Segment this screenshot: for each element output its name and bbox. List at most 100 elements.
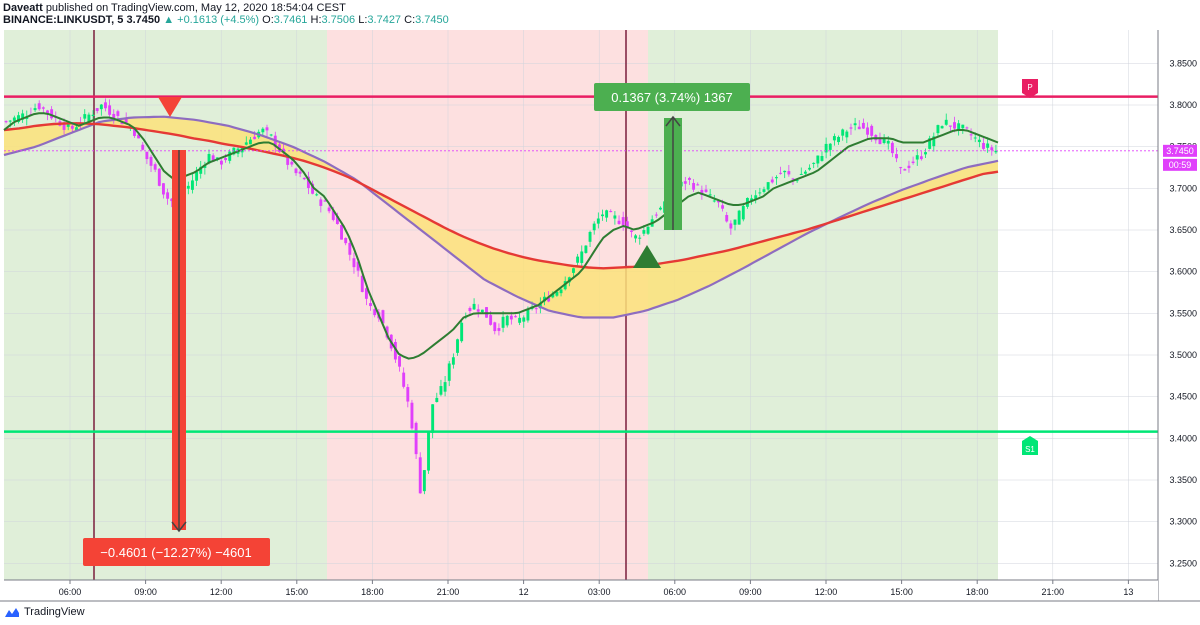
candle-body xyxy=(820,156,824,161)
candle-body xyxy=(634,235,638,239)
candle-body xyxy=(741,206,745,220)
candle-body xyxy=(4,121,8,123)
candle-body xyxy=(890,142,894,154)
pivot-label: P xyxy=(1027,83,1032,92)
price-axis[interactable] xyxy=(1158,30,1200,580)
change-value: +0.1613 (+4.5%) xyxy=(177,14,260,26)
candle-body xyxy=(758,192,762,194)
candle-body xyxy=(936,125,940,134)
candle-body xyxy=(861,122,865,129)
close-value: 3.7450 xyxy=(415,14,449,26)
candle-body xyxy=(953,122,956,129)
candle-body xyxy=(754,195,758,201)
candle-body xyxy=(75,127,78,131)
candle-body xyxy=(915,155,919,160)
candle-body xyxy=(816,155,820,164)
candle-body xyxy=(630,230,633,232)
price-tick-label: 3.5500 xyxy=(1169,308,1197,318)
candle-body xyxy=(514,316,517,318)
price-tick-label: 3.3000 xyxy=(1169,517,1197,527)
symbol-label: BINANCE:LINKUSDT, 5 xyxy=(3,14,124,26)
pivot-marker[interactable]: P xyxy=(1022,79,1038,98)
price-tick-label: 3.6000 xyxy=(1169,267,1197,277)
candle-body xyxy=(157,168,161,186)
candle-body xyxy=(729,223,733,229)
price-tick-label: 3.7000 xyxy=(1169,183,1197,193)
candle-body xyxy=(17,115,20,122)
candle-body xyxy=(145,151,149,160)
time-tick-label: 06:00 xyxy=(59,587,82,597)
short-position-tool[interactable]: −0.4601 (−12.27%) −4601 xyxy=(83,97,270,566)
candle-body xyxy=(538,302,542,309)
tradingview-logo-icon xyxy=(5,608,19,617)
candle-body xyxy=(791,178,795,180)
candle-body xyxy=(973,137,977,139)
time-tick-label: 21:00 xyxy=(1042,587,1065,597)
open-label: O: xyxy=(262,14,274,26)
candle-body xyxy=(882,138,886,143)
candle-body xyxy=(547,297,551,302)
long-position-tool[interactable]: 0.1367 (3.74%) 1367 xyxy=(594,83,750,268)
low-label: L: xyxy=(358,14,368,26)
candle-body xyxy=(708,194,712,196)
candle-body xyxy=(427,431,430,471)
grid-lines xyxy=(4,30,1158,580)
time-tick-label: 12:00 xyxy=(815,587,838,597)
short-label: −0.4601 (−12.27%) −4601 xyxy=(100,545,251,560)
time-axis[interactable] xyxy=(0,580,1158,601)
candle-body xyxy=(141,144,145,150)
candle-body xyxy=(8,120,12,122)
candle-body xyxy=(447,363,451,381)
candle-body xyxy=(439,386,443,395)
time-tick-label: 03:00 xyxy=(588,587,611,597)
candle-body xyxy=(721,205,725,209)
candle-body xyxy=(642,230,646,234)
candle-body xyxy=(870,125,874,136)
candle-body xyxy=(886,140,890,144)
candle-body xyxy=(253,136,257,140)
candle-body xyxy=(311,183,315,194)
candle-body xyxy=(381,310,385,324)
price-tick-label: 3.8500 xyxy=(1169,58,1197,68)
candle-body xyxy=(12,117,16,121)
candle-body xyxy=(493,322,497,332)
candle-body xyxy=(124,118,128,124)
price-tick-label: 3.6500 xyxy=(1169,225,1197,235)
time-tick-label: 18:00 xyxy=(966,587,989,597)
candle-body xyxy=(406,387,410,402)
candle-body xyxy=(580,251,584,263)
candle-body xyxy=(555,291,559,296)
candle-body xyxy=(704,189,708,192)
candle-body xyxy=(683,181,687,184)
support-marker[interactable]: S1 xyxy=(1022,436,1038,455)
candle-body xyxy=(149,156,153,166)
candle-body xyxy=(340,225,343,240)
candle-body xyxy=(700,189,704,196)
candle-body xyxy=(319,199,323,206)
support-marker-icon xyxy=(1022,436,1038,455)
candle-body xyxy=(853,123,857,126)
tradingview-logo[interactable]: TradingView xyxy=(4,606,85,618)
published-text: published on TradingView.com, May 12, 20… xyxy=(45,2,346,14)
candle-body xyxy=(166,192,170,199)
candle-body xyxy=(369,303,372,307)
candle-body xyxy=(957,123,961,130)
time-tick-label: 09:00 xyxy=(134,587,157,597)
last-price-badge-box xyxy=(1163,144,1197,157)
candle-body xyxy=(845,131,849,138)
candle-body xyxy=(66,124,70,127)
candle-body xyxy=(306,176,310,188)
candle-body xyxy=(696,184,700,186)
candle-body xyxy=(269,134,273,136)
candle-body xyxy=(62,122,66,130)
author-name[interactable]: Daveatt xyxy=(3,2,43,14)
candle-body xyxy=(265,127,269,131)
brand-name: TradingView xyxy=(24,606,85,618)
candle-body xyxy=(286,155,290,165)
candle-body xyxy=(841,129,845,136)
candle-body xyxy=(687,177,691,180)
candle-body xyxy=(91,114,95,117)
candle-body xyxy=(472,303,476,310)
candle-body xyxy=(725,214,729,222)
